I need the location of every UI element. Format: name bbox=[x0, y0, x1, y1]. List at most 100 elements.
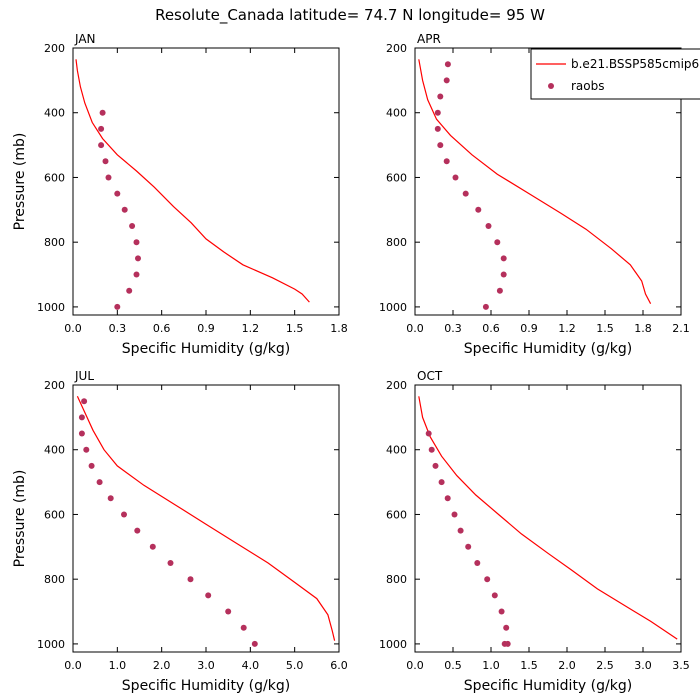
x-tick-label: 3.5 bbox=[672, 659, 690, 672]
panels: JAN 0.0 0.3 0.6 0.9 1.2 1.5 1.8 200 400 600 800 1000… bbox=[12, 32, 690, 694]
raobs-point bbox=[187, 576, 194, 583]
x-tick-label: 0.9 bbox=[197, 322, 215, 335]
x-tick-label: 0.0 bbox=[406, 322, 424, 335]
raobs-point bbox=[133, 239, 140, 246]
raobs-point bbox=[437, 142, 444, 149]
y-tick-label: 400 bbox=[44, 107, 65, 120]
x-tick-label: 1.5 bbox=[596, 322, 614, 335]
raobs-point bbox=[452, 174, 459, 181]
panel-jan: JAN 0.0 0.3 0.6 0.9 1.2 1.5 1.8 200 400 600 800 1000… bbox=[12, 32, 348, 357]
x-tick-label: 2.5 bbox=[596, 659, 614, 672]
x-tick-label: 1.5 bbox=[286, 322, 304, 335]
y-tick-label: 800 bbox=[44, 573, 65, 586]
y-tick-label: 1000 bbox=[379, 301, 407, 314]
raobs-point bbox=[434, 109, 441, 116]
panel-oct: OCT 0.0 0.5 1.0 1.5 2.0 2.5 3.0 3.5 200 400 600 800 1… bbox=[379, 369, 690, 694]
raobs-point bbox=[475, 206, 482, 213]
raobs-point bbox=[149, 543, 156, 550]
x-tick-label: 0.3 bbox=[444, 322, 462, 335]
x-tick-label: 5.0 bbox=[286, 659, 304, 672]
x-tick-label: 0.3 bbox=[109, 322, 127, 335]
legend-obs-label: raobs bbox=[571, 79, 605, 93]
x-tick-label: 1.5 bbox=[520, 659, 538, 672]
y-tick-label: 400 bbox=[44, 444, 65, 457]
raobs-point bbox=[443, 158, 450, 165]
x-tick-label: 0.0 bbox=[406, 659, 424, 672]
x-tick-label: 2.1 bbox=[672, 322, 690, 335]
x-tick-label: 4.0 bbox=[242, 659, 260, 672]
raobs-point bbox=[500, 271, 507, 278]
raobs-point bbox=[462, 190, 469, 197]
raobs-point bbox=[88, 462, 95, 469]
x-tick-label: 0.6 bbox=[482, 322, 500, 335]
y-axis-label: Pressure (mb) bbox=[12, 133, 28, 231]
x-tick-label: 0.0 bbox=[64, 659, 82, 672]
y-tick-label: 800 bbox=[44, 236, 65, 249]
raobs-point bbox=[444, 495, 451, 502]
raobs-point bbox=[444, 61, 451, 68]
model-profile-line bbox=[418, 396, 678, 640]
raobs-point bbox=[81, 398, 88, 405]
panel-title: APR bbox=[417, 32, 441, 46]
legend-model-label: b.e21.BSSP585cmip6 bbox=[571, 57, 699, 71]
raobs-point bbox=[96, 479, 103, 486]
x-tick-label: 1.8 bbox=[330, 322, 348, 335]
y-tick-label: 1000 bbox=[379, 638, 407, 651]
y-tick-label: 800 bbox=[386, 573, 407, 586]
legend: b.e21.BSSP585cmip6 raobs bbox=[530, 48, 700, 100]
x-tick-label: 6.0 bbox=[330, 659, 348, 672]
raobs-point bbox=[114, 190, 121, 197]
panel-jul: JUL 0.0 1.0 2.0 3.0 4.0 5.0 6.0 200 400 600 800 1000… bbox=[12, 369, 348, 694]
raobs-point bbox=[133, 271, 140, 278]
y-tick-label: 400 bbox=[386, 444, 407, 457]
raobs-point bbox=[105, 174, 112, 181]
plot-frame bbox=[414, 384, 682, 653]
raobs-point bbox=[425, 430, 432, 437]
raobs-point bbox=[437, 93, 444, 100]
y-tick-label: 200 bbox=[44, 42, 65, 55]
panel-title: OCT bbox=[417, 369, 443, 383]
panel-apr: APR 0.0 0.3 0.6 0.9 1.2 1.5 1.8 2.1 200 400 600 800 1… bbox=[379, 32, 690, 357]
raobs-point bbox=[121, 511, 127, 518]
raobs-point bbox=[114, 303, 121, 310]
legend-obs-marker bbox=[548, 83, 554, 89]
raobs-point bbox=[491, 592, 498, 599]
x-tick-label: 0.5 bbox=[444, 659, 462, 672]
raobs-point bbox=[99, 109, 106, 116]
x-tick-label: 1.8 bbox=[634, 322, 652, 335]
x-axis-label: Specific Humidity (g/kg) bbox=[122, 678, 290, 694]
y-tick-label: 600 bbox=[386, 171, 407, 184]
raobs-point bbox=[498, 608, 505, 615]
x-tick-label: 1.0 bbox=[109, 659, 127, 672]
panel-title: JUL bbox=[74, 369, 94, 383]
raobs-point bbox=[135, 255, 141, 262]
raobs-point bbox=[167, 560, 174, 566]
raobs-point bbox=[503, 624, 510, 631]
raobs-point bbox=[98, 125, 105, 132]
raobs-point bbox=[225, 608, 232, 615]
x-tick-label: 2.0 bbox=[153, 659, 171, 672]
y-tick-label: 1000 bbox=[37, 638, 65, 651]
x-tick-label: 1.2 bbox=[242, 322, 260, 335]
raobs-point bbox=[205, 592, 212, 599]
figure-title: Resolute_Canada latitude= 74.7 N longitu… bbox=[155, 6, 545, 25]
raobs-point bbox=[107, 495, 114, 502]
model-profile-line bbox=[418, 59, 652, 304]
x-tick-label: 0.6 bbox=[153, 322, 171, 335]
raobs-point bbox=[78, 430, 85, 437]
raobs-point bbox=[134, 527, 141, 534]
model-profile-line bbox=[75, 59, 310, 303]
y-tick-label: 1000 bbox=[37, 301, 65, 314]
raobs-point bbox=[240, 624, 247, 631]
plot-frame bbox=[72, 384, 340, 653]
raobs-point bbox=[482, 303, 489, 310]
y-tick-label: 200 bbox=[386, 42, 407, 55]
raobs-point bbox=[500, 255, 507, 262]
y-tick-label: 200 bbox=[44, 379, 65, 392]
y-tick-label: 600 bbox=[44, 508, 65, 521]
raobs-point bbox=[102, 158, 109, 165]
raobs-point bbox=[121, 206, 128, 213]
raobs-point bbox=[485, 223, 492, 229]
legend-box bbox=[530, 48, 700, 100]
